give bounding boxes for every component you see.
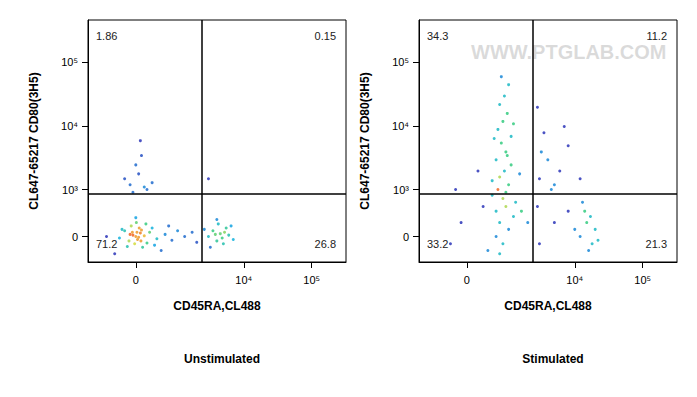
- svg-text:0: 0: [133, 274, 139, 286]
- svg-text:11.2: 11.2: [646, 30, 667, 42]
- svg-text:10⁵: 10⁵: [392, 56, 409, 68]
- svg-text:10⁴: 10⁴: [61, 120, 78, 132]
- svg-text:34.3: 34.3: [427, 30, 448, 42]
- svg-text:CL647-65217 CD80(3H5): CL647-65217 CD80(3H5): [27, 72, 41, 209]
- svg-text:10⁴: 10⁴: [392, 120, 409, 132]
- svg-text:10⁵: 10⁵: [303, 274, 320, 286]
- svg-text:10⁴: 10⁴: [235, 274, 252, 286]
- svg-text:10⁵: 10⁵: [61, 56, 78, 68]
- svg-text:Stimulated: Stimulated: [522, 352, 583, 366]
- svg-text:WWW.PTGLAB.COM: WWW.PTGLAB.COM: [471, 41, 667, 63]
- svg-text:CD45RA,CL488: CD45RA,CL488: [504, 299, 592, 313]
- svg-text:0: 0: [464, 274, 470, 286]
- svg-text:26.8: 26.8: [315, 238, 336, 250]
- svg-text:10³: 10³: [393, 184, 409, 196]
- svg-text:33.2: 33.2: [427, 238, 448, 250]
- svg-text:0.15: 0.15: [315, 30, 336, 42]
- svg-text:10⁴: 10⁴: [566, 274, 583, 286]
- svg-text:10⁵: 10⁵: [634, 274, 651, 286]
- svg-text:71.2: 71.2: [96, 238, 117, 250]
- svg-text:CL647-65217 CD80(3H5): CL647-65217 CD80(3H5): [358, 72, 372, 209]
- svg-text:21.3: 21.3: [646, 238, 667, 250]
- svg-text:1.86: 1.86: [96, 30, 117, 42]
- svg-text:0: 0: [403, 231, 409, 243]
- svg-text:CD45RA,CL488: CD45RA,CL488: [173, 299, 261, 313]
- svg-text:0: 0: [72, 231, 78, 243]
- svg-text:10³: 10³: [62, 184, 78, 196]
- svg-text:Unstimulated: Unstimulated: [184, 352, 260, 366]
